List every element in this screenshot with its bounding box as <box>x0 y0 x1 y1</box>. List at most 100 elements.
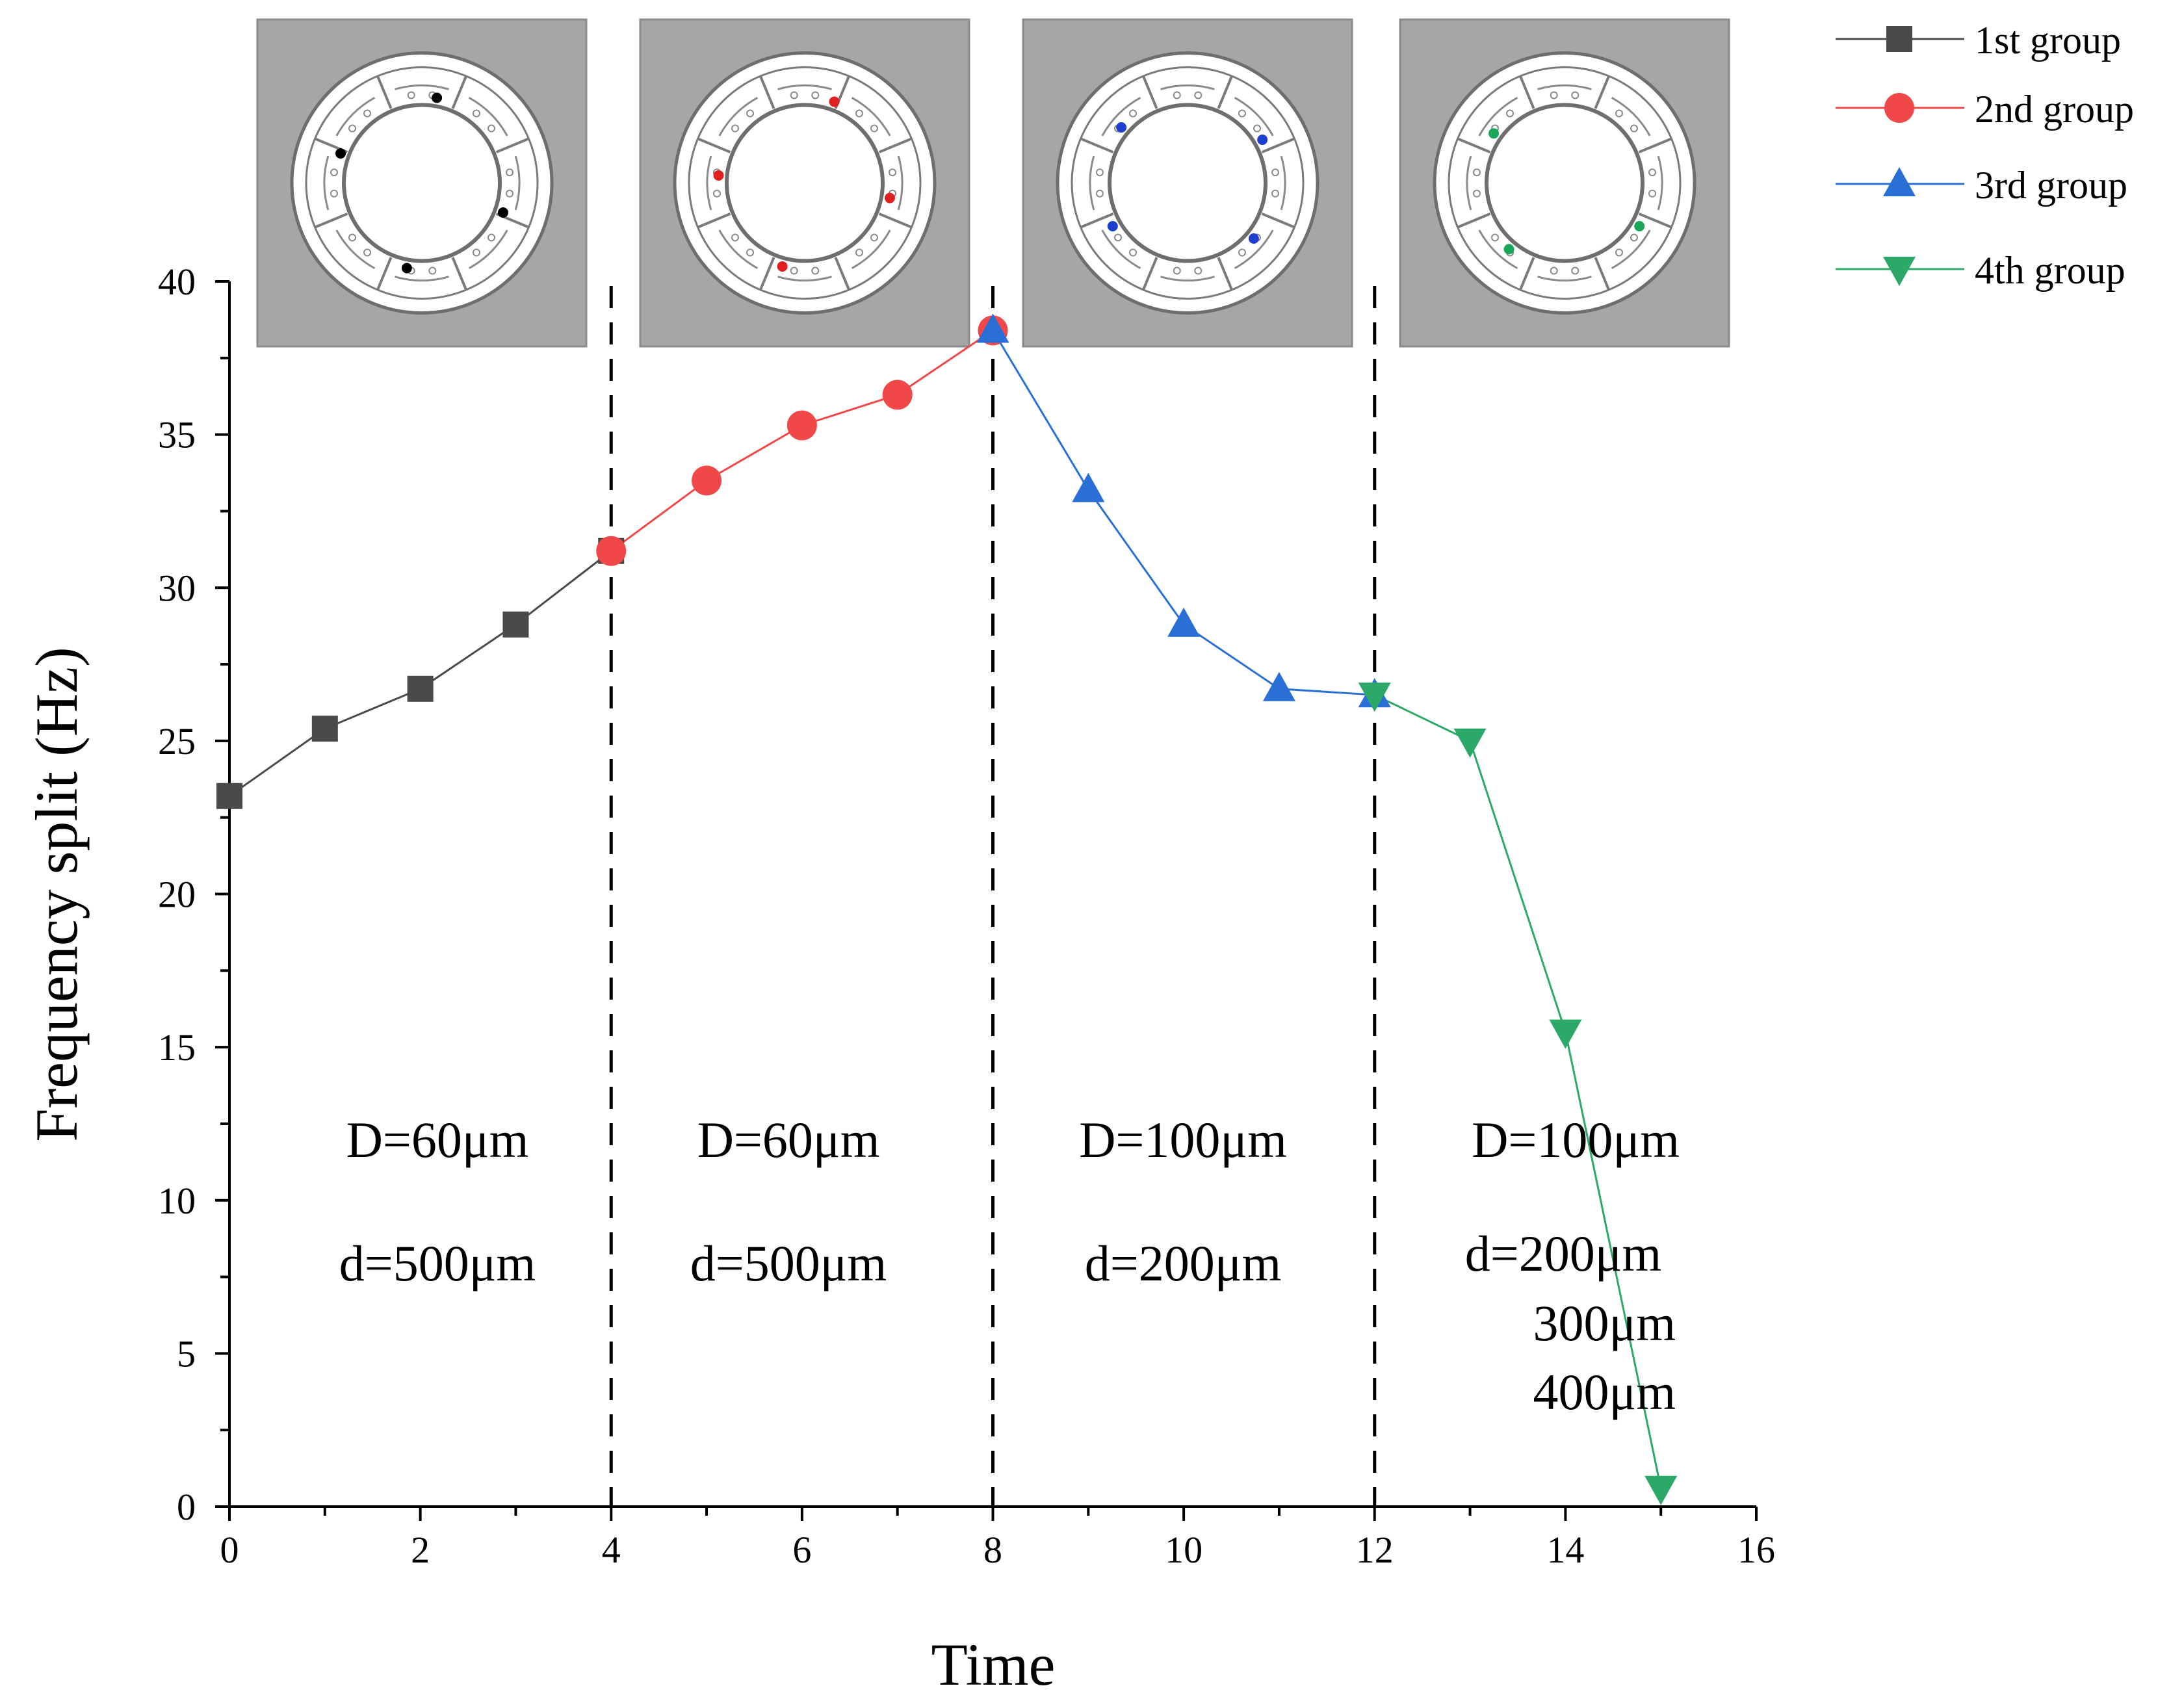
mass-removal-dot <box>1107 221 1118 231</box>
spoke <box>1261 213 1295 229</box>
triangle-up-marker <box>1883 167 1916 196</box>
spoke <box>759 75 775 109</box>
inner-ring <box>1485 103 1644 263</box>
spoke <box>759 257 775 291</box>
legend-entry: 3rd group <box>1836 164 2127 207</box>
spring-arc <box>1657 155 1663 211</box>
circle-marker <box>1884 93 1914 123</box>
y-tick-label: 20 <box>158 874 196 916</box>
hole <box>1630 233 1638 242</box>
spring-arc <box>395 276 449 281</box>
spoke <box>697 213 731 229</box>
mass-removal-dot <box>1634 221 1645 231</box>
square-marker <box>1886 26 1912 52</box>
spring-arc <box>1478 96 1518 136</box>
y-tick-label: 10 <box>158 1180 196 1222</box>
x-tick-label: 6 <box>792 1529 811 1571</box>
spoke <box>1594 75 1610 109</box>
spring-arc <box>1160 84 1215 90</box>
circle-marker <box>692 465 722 496</box>
spring-arc <box>323 155 330 211</box>
spoke <box>1638 137 1672 153</box>
inset-image <box>1022 18 1353 348</box>
spoke <box>1080 137 1114 153</box>
mass-removal-dot <box>1257 135 1268 145</box>
spring-arc <box>468 96 508 136</box>
y-tick-label: 30 <box>158 567 196 609</box>
spring-arc <box>777 84 832 90</box>
legend-label: 3rd group <box>1975 164 2127 207</box>
x-tick-label: 8 <box>983 1529 1002 1571</box>
x-tick-label: 4 <box>602 1529 621 1571</box>
series-lines <box>229 330 1662 1489</box>
spoke <box>451 257 467 291</box>
hole <box>889 168 897 177</box>
square-marker <box>216 783 242 809</box>
hole <box>1271 189 1280 198</box>
spring-arc <box>1101 229 1141 270</box>
hole <box>407 91 415 99</box>
hole <box>1253 124 1261 133</box>
hole <box>363 248 372 257</box>
hole <box>1491 233 1500 242</box>
hole <box>1648 189 1657 198</box>
spoke <box>376 257 393 291</box>
mass-removal-dot <box>401 263 412 274</box>
x-tick-label: 16 <box>1737 1529 1775 1571</box>
inset-images <box>256 18 1730 348</box>
spring-arc <box>1234 229 1274 270</box>
hole <box>487 124 495 133</box>
mass-removal-dot <box>432 92 443 103</box>
hole <box>1472 189 1481 198</box>
annotation-text: d=200μm <box>1465 1225 1661 1282</box>
annotation-text: 400μm <box>1533 1364 1676 1420</box>
hole <box>363 109 372 118</box>
hole <box>1173 91 1181 99</box>
spring-arc <box>851 96 891 136</box>
mass-removal-dot <box>1248 233 1259 244</box>
inner-ring <box>725 103 885 263</box>
hole <box>811 266 820 275</box>
spring-arc <box>1611 96 1651 136</box>
spring-arc <box>1466 155 1472 211</box>
y-tick-label: 35 <box>158 414 196 456</box>
hole <box>1506 109 1514 118</box>
hole <box>1194 266 1202 275</box>
triangle-down-marker <box>1549 1019 1582 1049</box>
annotation-text: D=100μm <box>1472 1111 1680 1168</box>
square-marker <box>502 611 529 638</box>
region-annotations: D=60μm d=500μm D=60μm d=500μm D=100μm d=200μm… <box>339 1111 1680 1420</box>
hole <box>506 168 514 177</box>
spoke <box>495 137 530 153</box>
spring-arc <box>1234 96 1274 136</box>
divider-lines <box>609 286 1377 1507</box>
hole <box>487 233 495 242</box>
spring-arc <box>335 229 376 270</box>
annotation-text: d=500μm <box>690 1235 887 1291</box>
spring-arc <box>1537 84 1592 90</box>
hole <box>731 124 740 133</box>
square-marker <box>311 716 338 742</box>
hole <box>811 91 820 99</box>
triangle-down-marker <box>1883 257 1916 286</box>
spring-arc <box>395 84 449 90</box>
mass-removal-dot <box>1116 122 1127 133</box>
annotation-text: 300μm <box>1533 1295 1676 1351</box>
spring-arc <box>777 276 832 281</box>
circle-marker <box>882 380 913 410</box>
spring-arc <box>1611 229 1651 270</box>
mass-removal-dot <box>497 207 508 218</box>
mass-removal-dot <box>884 192 895 203</box>
spoke <box>1217 75 1233 109</box>
circle-marker <box>596 536 627 566</box>
x-tick-label: 12 <box>1356 1529 1394 1571</box>
hole <box>1173 266 1181 275</box>
y-tick-label: 25 <box>158 720 196 762</box>
hole <box>1550 266 1558 275</box>
hole <box>1615 248 1623 257</box>
spring-arc <box>1537 276 1592 281</box>
hole <box>746 248 755 257</box>
hole <box>1238 248 1246 257</box>
triangle-up-marker <box>1167 607 1201 637</box>
y-tick-label: 15 <box>158 1026 196 1069</box>
